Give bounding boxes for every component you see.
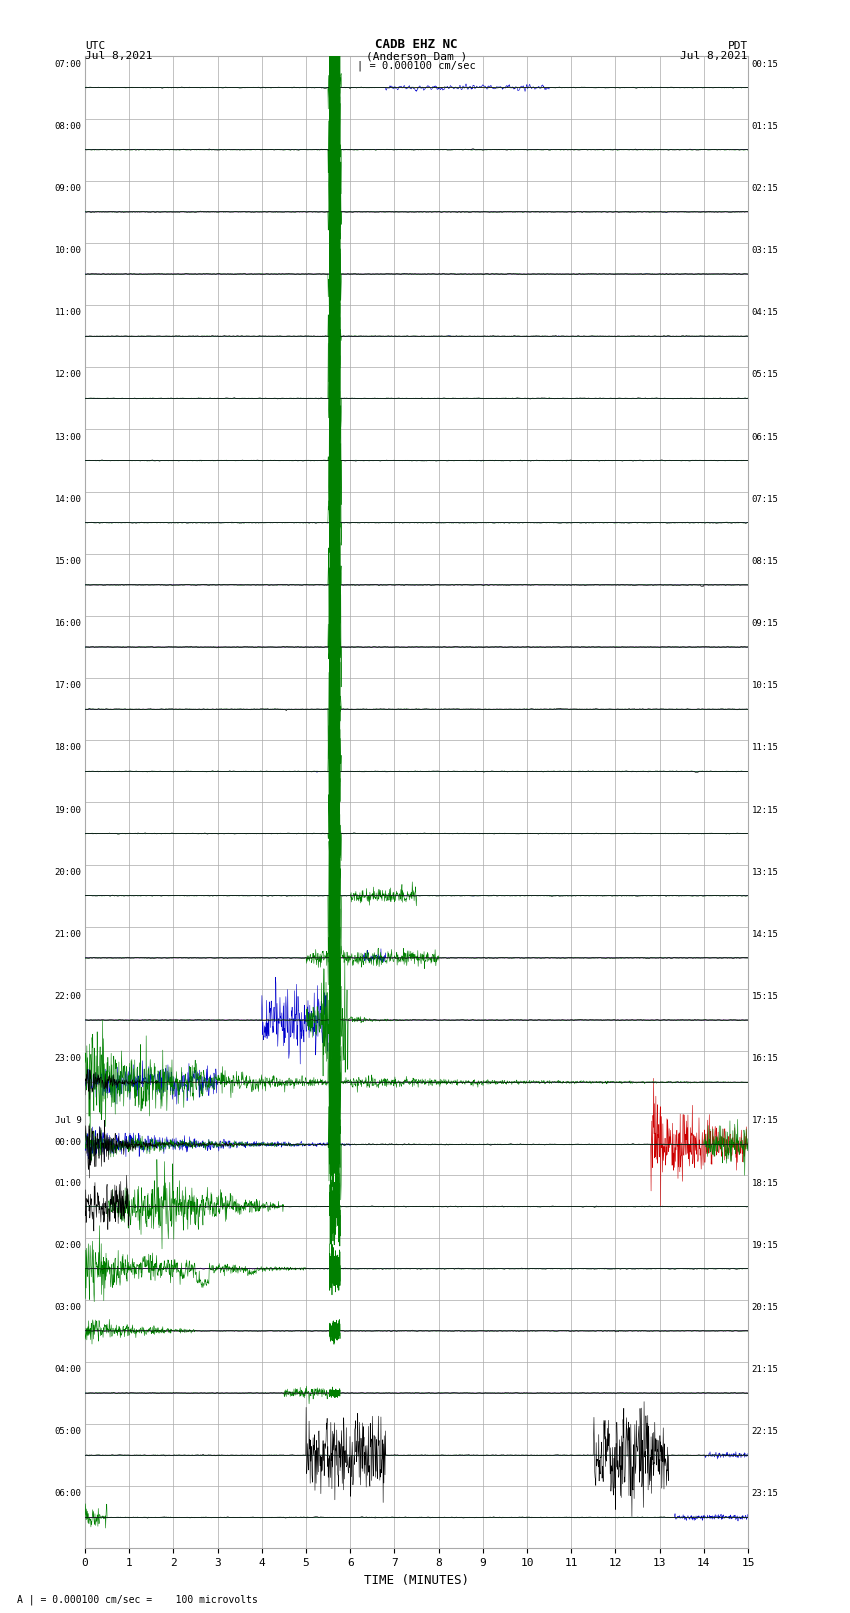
Text: | = 0.000100 cm/sec: | = 0.000100 cm/sec — [357, 60, 476, 71]
Text: 19:00: 19:00 — [54, 805, 82, 815]
X-axis label: TIME (MINUTES): TIME (MINUTES) — [364, 1574, 469, 1587]
Text: 13:15: 13:15 — [751, 868, 779, 877]
Text: 16:15: 16:15 — [751, 1055, 779, 1063]
Text: 00:00: 00:00 — [54, 1139, 82, 1147]
Text: 02:15: 02:15 — [751, 184, 779, 194]
Text: 12:15: 12:15 — [751, 805, 779, 815]
Text: 06:15: 06:15 — [751, 432, 779, 442]
Text: 09:15: 09:15 — [751, 619, 779, 627]
Text: 12:00: 12:00 — [54, 371, 82, 379]
Text: 04:15: 04:15 — [751, 308, 779, 318]
Text: 07:15: 07:15 — [751, 495, 779, 503]
Text: 01:15: 01:15 — [751, 121, 779, 131]
Text: 15:15: 15:15 — [751, 992, 779, 1002]
Text: PDT: PDT — [728, 40, 748, 50]
Text: 14:15: 14:15 — [751, 931, 779, 939]
Text: 17:00: 17:00 — [54, 681, 82, 690]
Text: 13:00: 13:00 — [54, 432, 82, 442]
Text: Jul 8,2021: Jul 8,2021 — [85, 52, 152, 61]
Text: CADB EHZ NC: CADB EHZ NC — [375, 37, 458, 50]
Text: 03:00: 03:00 — [54, 1303, 82, 1311]
Text: 11:15: 11:15 — [751, 744, 779, 752]
Text: 17:15: 17:15 — [751, 1116, 779, 1126]
Text: 18:15: 18:15 — [751, 1179, 779, 1187]
Text: 19:15: 19:15 — [751, 1240, 779, 1250]
Text: 15:00: 15:00 — [54, 556, 82, 566]
Text: 20:00: 20:00 — [54, 868, 82, 877]
Text: 10:00: 10:00 — [54, 247, 82, 255]
Text: Jul 9: Jul 9 — [54, 1116, 82, 1126]
Text: 21:00: 21:00 — [54, 931, 82, 939]
Text: 11:00: 11:00 — [54, 308, 82, 318]
Text: 05:00: 05:00 — [54, 1428, 82, 1436]
Text: 04:00: 04:00 — [54, 1365, 82, 1374]
Text: 18:00: 18:00 — [54, 744, 82, 752]
Text: 06:00: 06:00 — [54, 1489, 82, 1498]
Text: 09:00: 09:00 — [54, 184, 82, 194]
Text: 22:00: 22:00 — [54, 992, 82, 1002]
Text: 23:00: 23:00 — [54, 1055, 82, 1063]
Text: 22:15: 22:15 — [751, 1428, 779, 1436]
Text: 01:00: 01:00 — [54, 1179, 82, 1187]
Text: 03:15: 03:15 — [751, 247, 779, 255]
Text: 23:15: 23:15 — [751, 1489, 779, 1498]
Text: 05:15: 05:15 — [751, 371, 779, 379]
Text: Jul 8,2021: Jul 8,2021 — [681, 52, 748, 61]
Text: 08:15: 08:15 — [751, 556, 779, 566]
Text: 20:15: 20:15 — [751, 1303, 779, 1311]
Text: 21:15: 21:15 — [751, 1365, 779, 1374]
Text: 02:00: 02:00 — [54, 1240, 82, 1250]
Text: UTC: UTC — [85, 40, 105, 50]
Text: 14:00: 14:00 — [54, 495, 82, 503]
Text: 16:00: 16:00 — [54, 619, 82, 627]
Text: 00:15: 00:15 — [751, 60, 779, 69]
Text: 08:00: 08:00 — [54, 121, 82, 131]
Text: (Anderson Dam ): (Anderson Dam ) — [366, 52, 468, 61]
Text: 07:00: 07:00 — [54, 60, 82, 69]
Text: A | = 0.000100 cm/sec =    100 microvolts: A | = 0.000100 cm/sec = 100 microvolts — [17, 1594, 258, 1605]
Text: 10:15: 10:15 — [751, 681, 779, 690]
